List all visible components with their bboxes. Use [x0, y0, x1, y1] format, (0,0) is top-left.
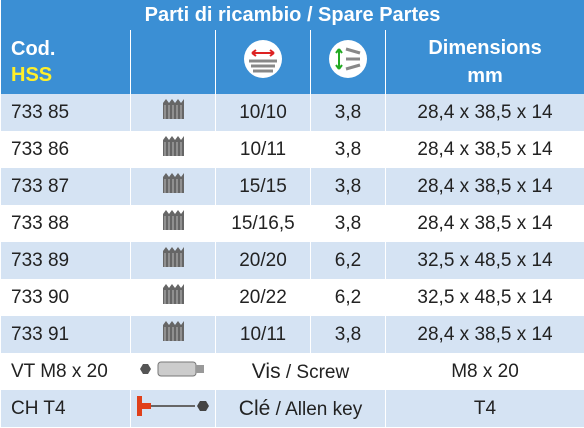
part-dimensions: 28,4 x 38,5 x 14 [384, 168, 584, 205]
accessory-image [130, 390, 216, 427]
part-code: 733 85 [0, 94, 131, 131]
accessory-row: VT M8 x 20 Vis / Screw M8 x 20 [0, 353, 584, 390]
part-dimensions: 28,4 x 38,5 x 14 [384, 205, 584, 242]
accessory-code: VT M8 x 20 [0, 353, 131, 390]
part-pitch: 10/10 [215, 94, 311, 131]
part-dimensions: 32,5 x 48,5 x 14 [384, 279, 584, 316]
part-row: 733 89 20/20 6,2 32,5 x 48,5 x 14 [0, 242, 584, 279]
part-pitch: 20/22 [215, 279, 311, 316]
part-row: 733 90 20/22 6,2 32,5 x 48,5 x 14 [0, 279, 584, 316]
part-dimensions: 28,4 x 38,5 x 14 [384, 94, 584, 131]
code-label: Cod. [11, 38, 56, 60]
part-pitch: 10/11 [215, 131, 311, 168]
accessory-description: Clé / Allen key [215, 390, 386, 427]
accessory-image [130, 353, 216, 390]
part-depth: 3,8 [310, 205, 386, 242]
part-image [130, 316, 216, 353]
blade-icon [163, 209, 184, 230]
accessory-description: Vis / Screw [215, 353, 386, 390]
code-header: Cod. HSS [0, 30, 131, 94]
part-depth: 6,2 [310, 242, 386, 279]
accessory-code: CH T4 [0, 390, 131, 427]
part-row: 733 88 15/16,5 3,8 28,4 x 38,5 x 14 [0, 205, 584, 242]
part-image [130, 94, 216, 131]
dimensions-unit: mm [467, 65, 503, 87]
blade-icon [163, 135, 184, 156]
part-row: 733 91 10/11 3,8 28,4 x 38,5 x 14 [0, 316, 584, 353]
pitch-icon [244, 40, 282, 78]
depth-icon-header [310, 30, 386, 94]
part-pitch: 10/11 [215, 316, 311, 353]
part-depth: 3,8 [310, 316, 386, 353]
dimensions-label: Dimensions [428, 37, 542, 59]
part-code: 733 87 [0, 168, 131, 205]
depth-icon [329, 40, 367, 78]
part-pitch: 15/16,5 [215, 205, 311, 242]
part-row: 733 87 15/15 3,8 28,4 x 38,5 x 14 [0, 168, 584, 205]
blade-icon [163, 172, 184, 193]
part-code: 733 88 [0, 205, 131, 242]
part-depth: 3,8 [310, 94, 386, 131]
blade-icon [163, 283, 184, 304]
accessory-name: Clé [238, 396, 271, 420]
screw-icon [140, 361, 204, 376]
part-image [130, 279, 216, 316]
blade-icon [163, 246, 184, 267]
part-image [130, 168, 216, 205]
part-dimensions: 28,4 x 38,5 x 14 [384, 316, 584, 353]
part-image [130, 242, 216, 279]
blade-icon [163, 320, 184, 341]
part-row: 733 85 10/10 3,8 28,4 x 38,5 x 14 [0, 94, 584, 131]
image-header [130, 30, 216, 94]
blade-icon [163, 98, 184, 119]
dimensions-header: Dimensions mm [384, 30, 584, 94]
allen-key-icon [137, 395, 209, 416]
part-code: 733 86 [0, 131, 131, 168]
part-code: 733 90 [0, 279, 131, 316]
accessory-size: T4 [384, 390, 584, 427]
part-dimensions: 32,5 x 48,5 x 14 [384, 242, 584, 279]
part-pitch: 15/15 [215, 168, 311, 205]
accessory-name: Vis [251, 359, 281, 383]
part-depth: 3,8 [310, 131, 386, 168]
part-pitch: 20/20 [215, 242, 311, 279]
part-depth: 3,8 [310, 168, 386, 205]
part-dimensions: 28,4 x 38,5 x 14 [384, 131, 584, 168]
part-code: 733 89 [0, 242, 131, 279]
code-sub: HSS [11, 64, 53, 86]
accessory-translation: / Screw [285, 361, 350, 383]
table-title: Parti di ricambio / Spare Partes [0, 0, 584, 30]
accessory-size: M8 x 20 [384, 353, 584, 390]
part-image [130, 205, 216, 242]
pitch-icon-header [215, 30, 311, 94]
accessory-row: CH T4 Clé / Allen key T4 [0, 390, 584, 427]
part-depth: 6,2 [310, 279, 386, 316]
part-code: 733 91 [0, 316, 131, 353]
part-image [130, 131, 216, 168]
part-row: 733 86 10/11 3,8 28,4 x 38,5 x 14 [0, 131, 584, 168]
accessory-translation: / Allen key [275, 398, 363, 420]
